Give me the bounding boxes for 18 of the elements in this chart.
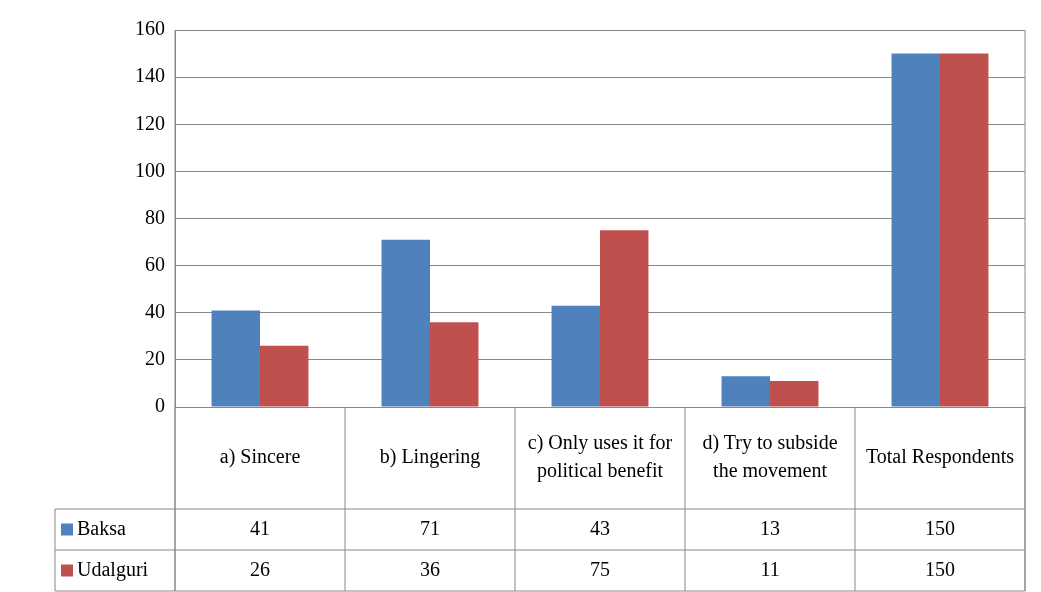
bar (211, 310, 260, 407)
y-tick-label: 120 (135, 111, 165, 134)
bar (260, 345, 309, 407)
y-tick-label: 140 (135, 64, 165, 87)
bar (891, 53, 940, 407)
bar (721, 376, 770, 407)
y-tick-label: 80 (145, 205, 165, 228)
y-tick-label: 60 (145, 252, 165, 275)
bar (381, 239, 430, 407)
bar (770, 381, 819, 407)
y-tick-label: 100 (135, 158, 165, 181)
bar (600, 230, 649, 407)
y-tick-label: 40 (145, 300, 165, 322)
bar (430, 322, 479, 407)
bar (551, 305, 600, 407)
y-tick-label: 20 (145, 347, 165, 370)
y-tick-label: 160 (135, 17, 165, 40)
bar (940, 53, 989, 407)
